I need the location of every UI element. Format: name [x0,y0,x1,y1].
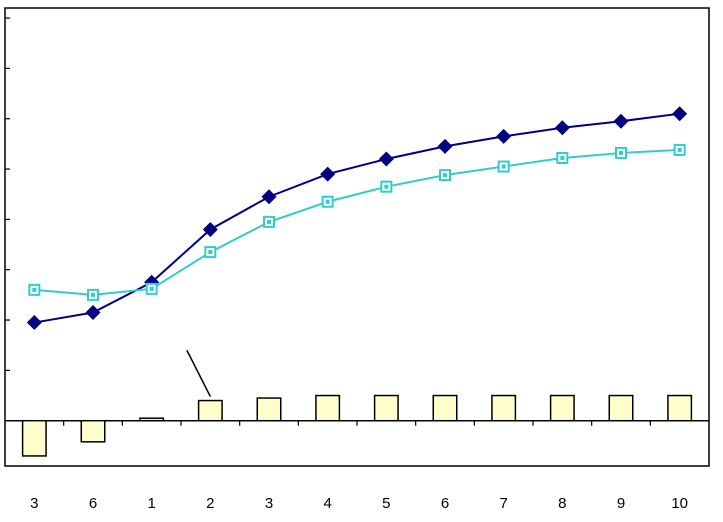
x-tick-label: 3 [265,495,273,512]
diamond-point [261,189,277,205]
annotation-line [186,349,212,397]
diamond-point [613,113,629,129]
diamond-point [202,221,218,237]
x-tick-label: 3 [30,495,38,512]
x-tick-labels: 3 6 1 2 3 4 5 6 7 8 9 10 [30,495,688,512]
diamond-point [437,138,453,154]
y-axis-ticks [5,17,10,422]
x-tick-label: 1 [147,495,155,512]
square-point-center [443,173,447,178]
x-tick-label: 5 [382,495,390,512]
square-point-center [208,250,213,255]
bar [21,419,47,457]
diamond-point [672,106,688,122]
square-point-center [677,147,682,152]
x-tick-label: 8 [558,495,566,512]
diamond-point [85,304,101,320]
bar [373,394,399,422]
plot-frame [4,7,710,467]
bar [491,394,517,422]
x-axis-ticks [63,420,651,426]
annotation-group [186,349,212,397]
bar [432,394,458,422]
diamond-point [378,151,394,167]
square-point-center [619,150,623,155]
bar [256,397,282,422]
x-tick-label: 9 [617,495,625,512]
bar [549,394,575,422]
x-tick-label: 6 [89,495,97,512]
line-series [26,106,688,331]
x-tick-label: 2 [206,495,214,512]
square-point-center [560,155,565,160]
bar [608,394,634,422]
bar [315,394,341,422]
square-point-center [267,219,271,224]
x-tick-label: 7 [499,495,507,512]
square-point-center [149,286,154,291]
diamond-point [554,120,570,136]
bar [139,417,165,422]
square-point-center [325,199,330,204]
bar-series [21,394,693,457]
series-line [34,112,680,324]
x-tick-label: 4 [323,495,331,512]
square-point-center [501,164,506,169]
diamond-point [26,315,42,331]
series-line [34,148,680,296]
diamond-point [496,128,512,144]
x-tick-label: 10 [671,495,688,512]
bar [197,399,223,422]
diamond-point [320,166,336,182]
square-point-center [91,292,95,297]
x-tick-label: 6 [441,495,449,512]
bar [667,394,693,422]
bar [80,419,106,443]
square-point-center [384,184,389,189]
square-point-center [32,287,37,292]
